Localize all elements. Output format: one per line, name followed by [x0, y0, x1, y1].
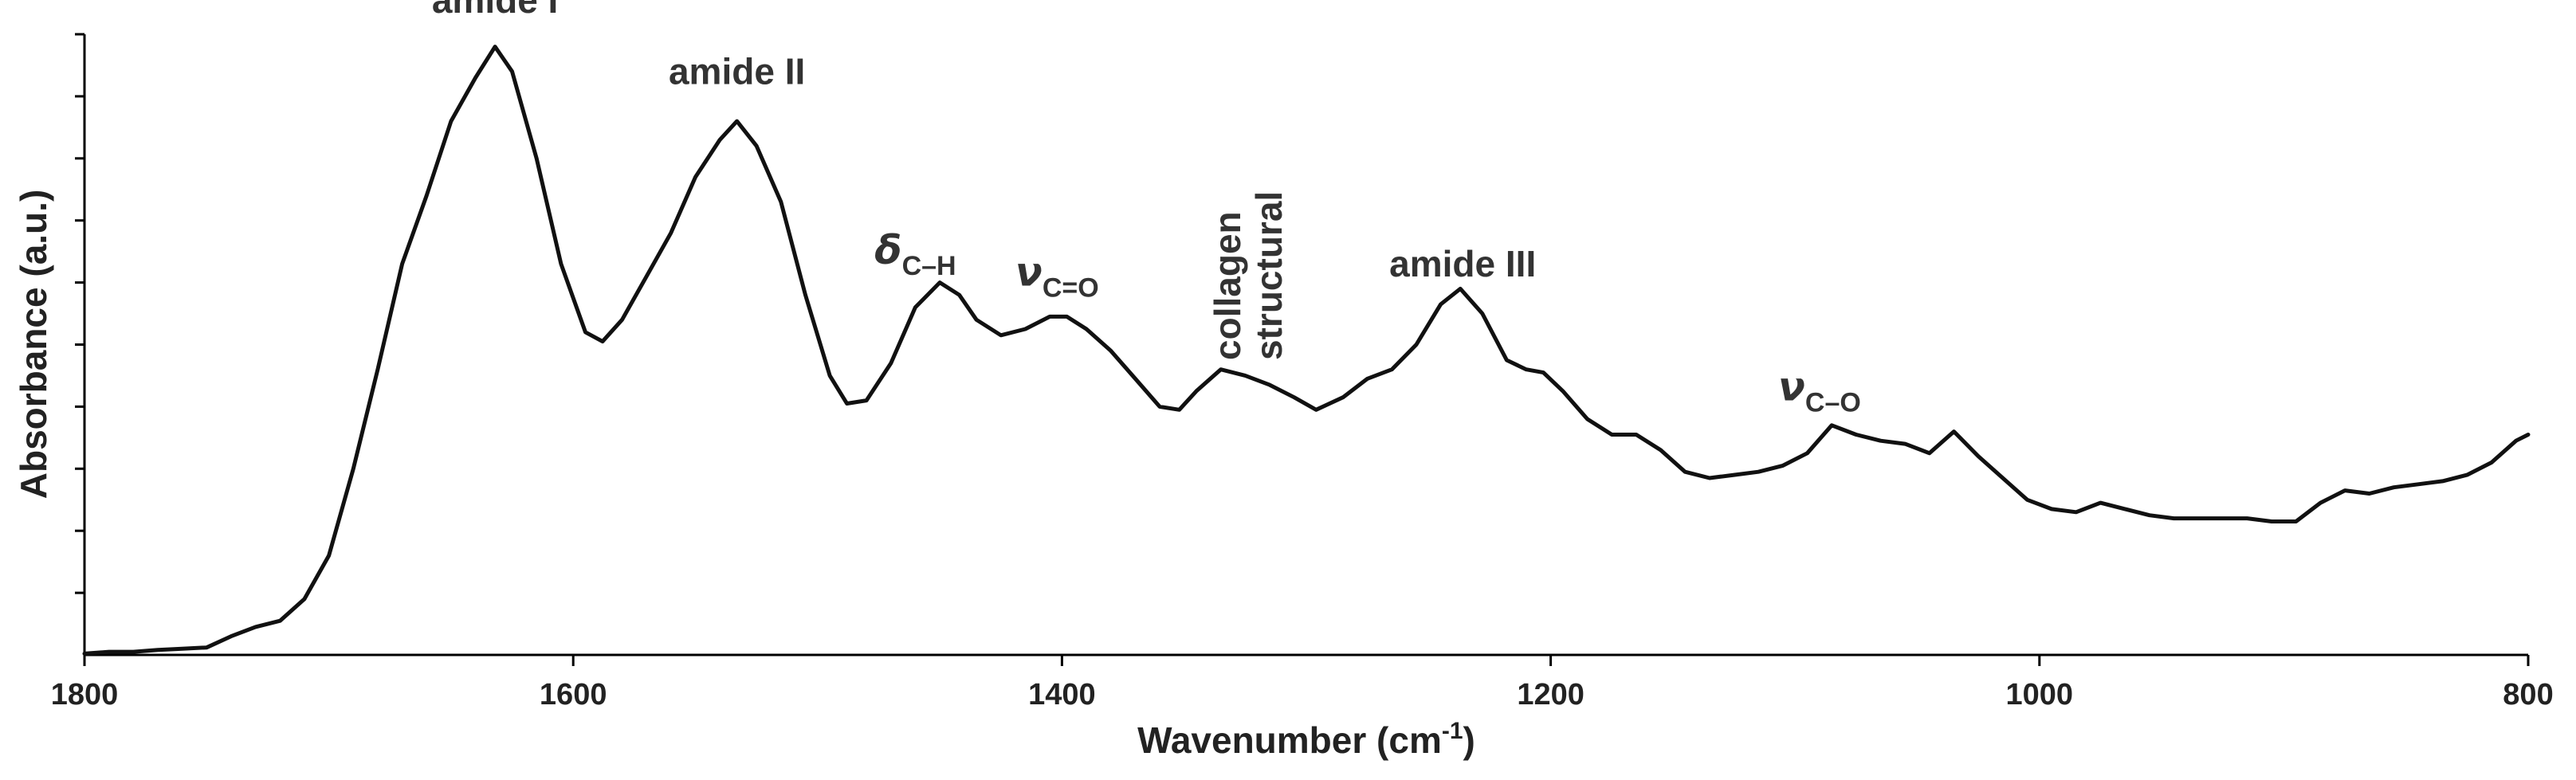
annotation-nu-co-single: νC–O — [1778, 364, 1861, 418]
y-axis-title: Absorbance (a.u.) — [13, 190, 54, 500]
annotation-amide-i: amide I — [432, 0, 559, 21]
annotation-collagen-structural-line-1: collagen — [1207, 211, 1248, 360]
annotation-delta-ch: δC–H — [874, 227, 956, 281]
x-tick-label-1000: 1000 — [2006, 678, 2074, 711]
x-axis: 1800 1600 1400 1200 1000 800 — [51, 653, 2554, 711]
annotation-nu-co-single-symbol: ν — [1778, 364, 1805, 410]
x-tick-label-1600: 1600 — [540, 678, 607, 711]
annotation-nu-co-double-subscript: C=O — [1043, 272, 1099, 303]
x-tick-label-1400: 1400 — [1028, 678, 1096, 711]
y-ticks — [75, 33, 84, 594]
annotation-collagen-structural: collagen structural — [1207, 191, 1290, 360]
x-tick-label-800: 800 — [2503, 678, 2553, 711]
annotation-collagen-structural-line-2: structural — [1248, 191, 1290, 360]
y-axis — [75, 33, 86, 655]
annotation-delta-ch-symbol: δ — [874, 227, 901, 273]
annotation-amide-ii: amide II — [669, 50, 805, 92]
x-tick-label-1800: 1800 — [51, 678, 119, 711]
x-tick-label-1200: 1200 — [1517, 678, 1584, 711]
annotation-nu-co-double: νC=O — [1015, 249, 1099, 303]
annotation-amide-iii: amide III — [1389, 243, 1536, 284]
annotation-nu-co-single-subscript: C–O — [1805, 388, 1861, 418]
annotation-delta-ch-subscript: C–H — [902, 251, 956, 281]
peak-annotations: amide Iamide IIδC–HνC=Ocollagenstructura… — [432, 0, 1861, 418]
series-line-absorbance — [82, 45, 2531, 656]
x-ticks: 1800 1600 1400 1200 1000 800 — [51, 655, 2554, 711]
x-axis-title: Wavenumber (cm-1) — [1137, 718, 1475, 761]
annotation-nu-co-double-symbol: ν — [1015, 249, 1043, 295]
